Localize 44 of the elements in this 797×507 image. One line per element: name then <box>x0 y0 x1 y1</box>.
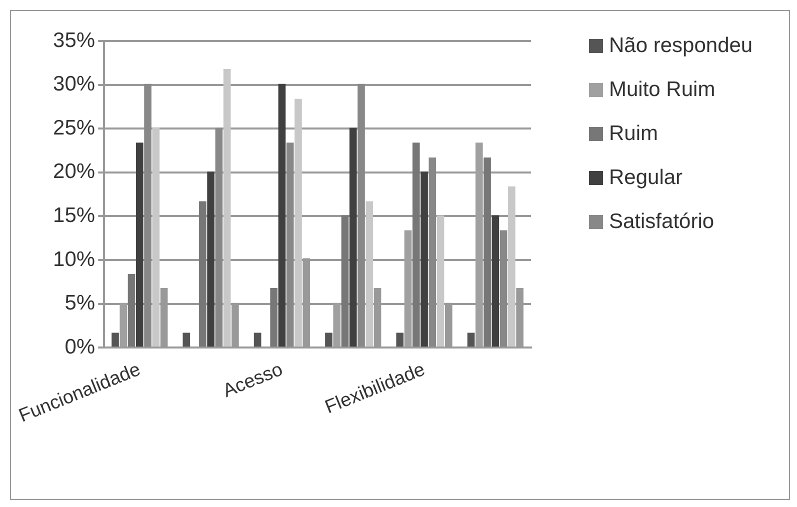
bar <box>278 84 286 347</box>
bar <box>366 201 374 347</box>
bar <box>412 142 420 347</box>
bar <box>492 215 500 347</box>
legend-label: Não respondeu <box>609 33 753 59</box>
bar <box>436 215 444 347</box>
bar <box>325 332 332 347</box>
legend-label: Regular <box>609 165 683 191</box>
bar <box>136 142 144 347</box>
y-tick-label: 35% <box>53 28 96 52</box>
bar <box>152 128 160 347</box>
bar <box>270 288 278 347</box>
bar <box>286 142 294 347</box>
y-tick-label: 5% <box>64 292 96 315</box>
y-tick-label: 0% <box>64 335 96 358</box>
bar <box>215 128 223 347</box>
legend-label: Ruim <box>609 121 658 147</box>
bar <box>467 332 475 347</box>
y-tick-label: 20% <box>53 160 96 184</box>
bar <box>207 172 214 347</box>
bar <box>294 98 302 347</box>
y-tick-label: 15% <box>53 204 96 227</box>
legend-label: Muito Ruim <box>609 77 716 103</box>
bar <box>358 84 365 347</box>
bar <box>341 215 349 347</box>
bar <box>112 332 119 347</box>
bar <box>254 332 262 347</box>
bar <box>484 158 491 347</box>
bar <box>128 274 136 347</box>
y-tick-label: 10% <box>53 248 96 271</box>
legend-label: Satisfatório <box>609 209 714 235</box>
bar <box>144 84 152 347</box>
bar <box>420 172 428 347</box>
bar <box>396 332 404 347</box>
bar <box>500 230 508 347</box>
y-tick-label: 25% <box>53 116 96 140</box>
bar <box>182 332 190 347</box>
bar <box>199 201 206 347</box>
bar <box>349 128 357 347</box>
y-tick-label: 30% <box>53 72 96 96</box>
bar <box>223 69 231 347</box>
x-tick-label: Acesso <box>220 359 286 402</box>
bar <box>508 186 516 347</box>
bar <box>428 158 436 347</box>
